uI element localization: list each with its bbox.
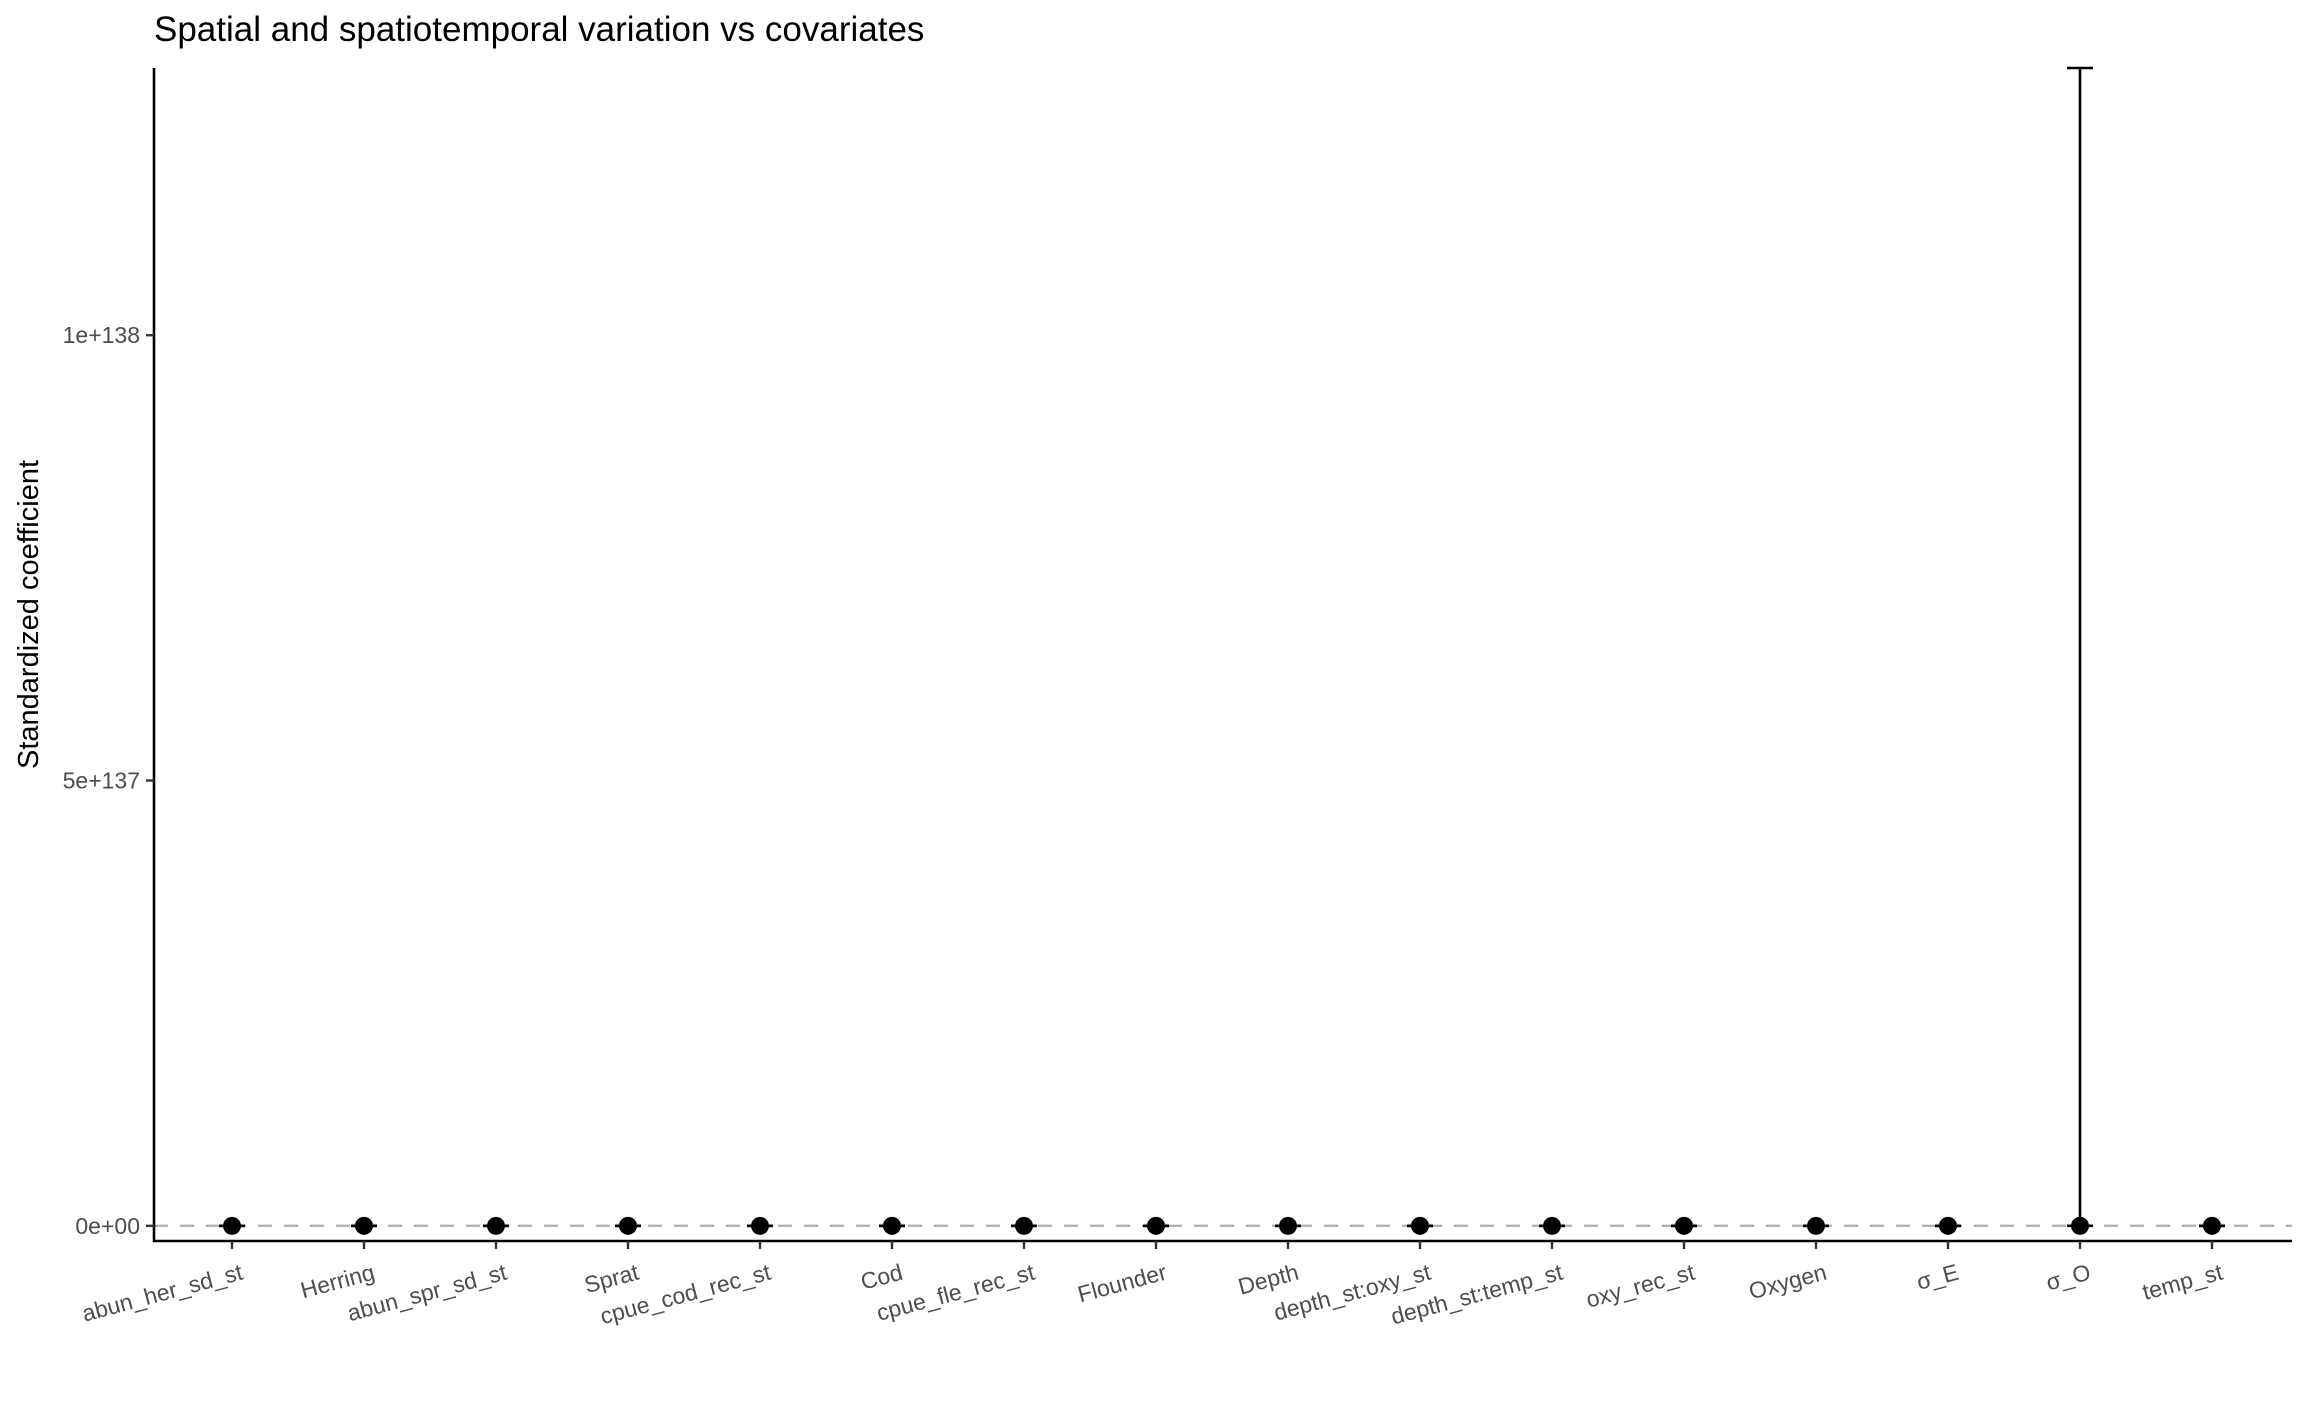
data-point bbox=[2203, 1216, 2221, 1235]
data-point bbox=[619, 1216, 637, 1235]
y-tick-label: 5e+137 bbox=[63, 768, 140, 794]
error-bar bbox=[2067, 66, 2093, 1228]
data-point bbox=[2071, 1216, 2089, 1235]
y-tick-label: 0e+00 bbox=[75, 1213, 140, 1239]
data-point bbox=[883, 1216, 901, 1235]
x-tick-label: Oxygen bbox=[1746, 1259, 1829, 1305]
chart-title: Spatial and spatiotemporal variation vs … bbox=[154, 10, 924, 49]
axis-layer bbox=[152, 68, 2292, 1243]
data-point bbox=[1411, 1216, 1429, 1235]
x-tick-label: Depth bbox=[1235, 1259, 1301, 1300]
y-tick-label: 1e+138 bbox=[63, 322, 140, 348]
x-tick-label: Flounder bbox=[1075, 1259, 1170, 1308]
data-point bbox=[1939, 1216, 1957, 1235]
data-point bbox=[355, 1216, 373, 1235]
data-point bbox=[1279, 1216, 1297, 1235]
x-tick-label: abun_her_sd_st bbox=[79, 1259, 246, 1327]
x-tick-label: Cod bbox=[858, 1259, 905, 1295]
x-tick-label: oxy_rec_st bbox=[1583, 1259, 1698, 1313]
data-point bbox=[223, 1216, 241, 1235]
y-tick-layer: 0e+00 5e+137 1e+138 bbox=[63, 322, 154, 1239]
data-point bbox=[1675, 1216, 1693, 1235]
data-point bbox=[1147, 1216, 1165, 1235]
x-tick-label: Sprat bbox=[581, 1259, 641, 1299]
data-point bbox=[487, 1216, 505, 1235]
data-point bbox=[1015, 1216, 1033, 1235]
data-point bbox=[751, 1216, 769, 1235]
point-layer bbox=[223, 1216, 2221, 1235]
data-point bbox=[1807, 1216, 1825, 1235]
x-tick-label: σ_E bbox=[1914, 1259, 1962, 1295]
y-axis-title: Standardized coefficient bbox=[13, 460, 45, 769]
data-point bbox=[1543, 1216, 1561, 1235]
x-tick-label: σ_O bbox=[2043, 1259, 2093, 1296]
error-bar-layer bbox=[219, 66, 2225, 1228]
x-tick-label: temp_st bbox=[2140, 1259, 2226, 1305]
y-axis-title-group: Standardized coefficient bbox=[13, 460, 45, 769]
